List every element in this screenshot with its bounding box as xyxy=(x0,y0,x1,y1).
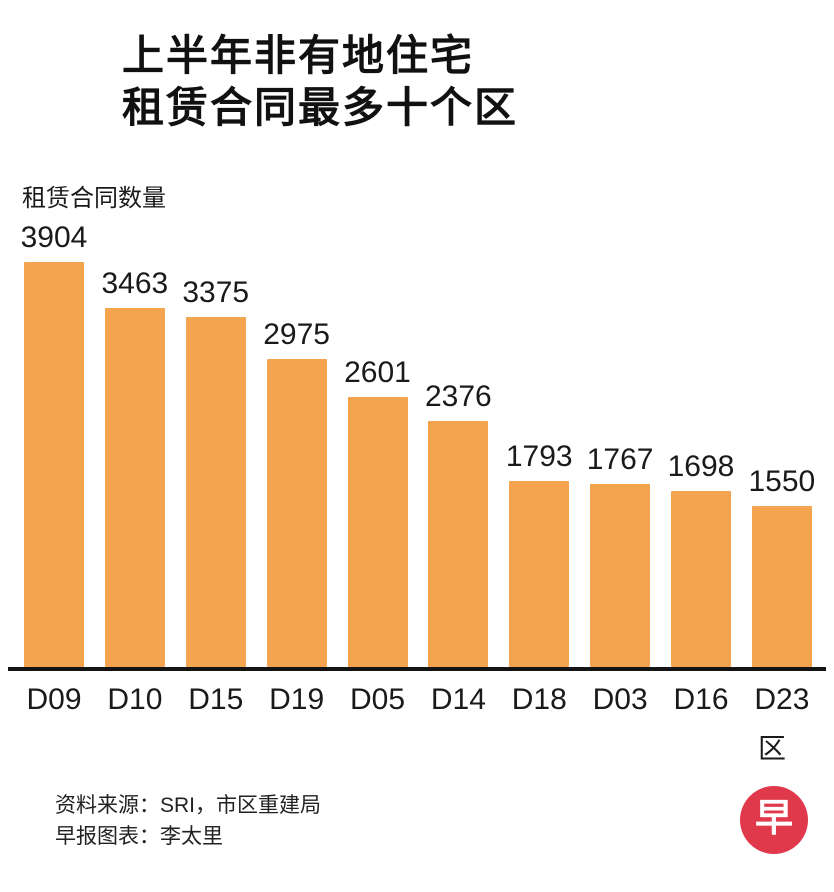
category-label: D16 xyxy=(673,683,729,717)
bar xyxy=(590,484,651,668)
category-label: D09 xyxy=(26,683,82,717)
bar-value-label: 1793 xyxy=(505,440,573,474)
bar xyxy=(104,308,165,668)
chart-title-line2: 租赁合同最多十个区 xyxy=(122,84,519,132)
bar xyxy=(509,481,570,668)
bar-group: 1698 xyxy=(668,450,734,668)
chart-title: 上半年非有地住宅 租赁合同最多十个区 xyxy=(122,30,834,134)
bar xyxy=(751,506,812,668)
x-axis-label: 区 xyxy=(757,733,786,765)
footer: 资料来源：SRI，市区重建局 早报图表：李太里 xyxy=(55,791,321,852)
zaobao-logo: 早 xyxy=(740,786,808,854)
category-label: D05 xyxy=(349,683,406,717)
bar-value-label: 3375 xyxy=(182,276,250,310)
bar-group: 1767 xyxy=(587,443,654,668)
source-text: 资料来源：SRI，市区重建局 xyxy=(55,794,322,818)
bar-chart: 3904 3463 3375 2975 2601 2376 1793 1767 1698 1550… xyxy=(8,221,826,767)
bar-group: 1793 xyxy=(506,440,573,668)
bar-group: 2376 xyxy=(425,380,492,668)
bar xyxy=(185,317,246,668)
category-label: D19 xyxy=(269,683,325,717)
bar xyxy=(428,421,489,668)
bar xyxy=(24,262,84,668)
bar-group: 3463 xyxy=(102,267,168,668)
bar-value-label: 1698 xyxy=(667,450,735,484)
bar-value-label: 1767 xyxy=(586,443,654,477)
bar-value-label: 1550 xyxy=(748,465,816,499)
category-label: D18 xyxy=(511,683,567,717)
bar xyxy=(347,397,408,668)
bar xyxy=(266,359,327,668)
category-label: D10 xyxy=(107,683,163,717)
zaobao-logo-char: 早 xyxy=(754,798,793,840)
category-label: D03 xyxy=(592,683,648,717)
bar-value-label: 2975 xyxy=(263,318,330,352)
bar-group: 1550 xyxy=(749,465,815,668)
category-label: D15 xyxy=(188,683,244,717)
bar-group: 2975 xyxy=(263,318,330,668)
category-label: D14 xyxy=(430,683,486,717)
chart-title-line1: 上半年非有地住宅 xyxy=(122,32,475,79)
bar-group: 3375 xyxy=(182,276,249,668)
y-axis-label: 租赁合同数量 xyxy=(22,185,166,213)
bar-value-label: 3904 xyxy=(20,221,88,255)
bar-value-label: 2601 xyxy=(344,356,411,390)
categories-row: D09 D10 D15 D19 D05 D14 D18 D03 D16 D23 xyxy=(8,683,826,717)
bar xyxy=(671,491,731,668)
category-label: D23 xyxy=(754,683,810,717)
bars-row: 3904 3463 3375 2975 2601 2376 1793 1767 1698 1550 xyxy=(8,221,826,672)
credit-text: 早报图表：李太里 xyxy=(55,824,223,848)
bar-value-label: 2376 xyxy=(425,380,492,414)
bar-group: 2601 xyxy=(344,356,411,668)
bar-value-label: 3463 xyxy=(101,267,169,301)
bar-group: 3904 xyxy=(21,221,87,668)
